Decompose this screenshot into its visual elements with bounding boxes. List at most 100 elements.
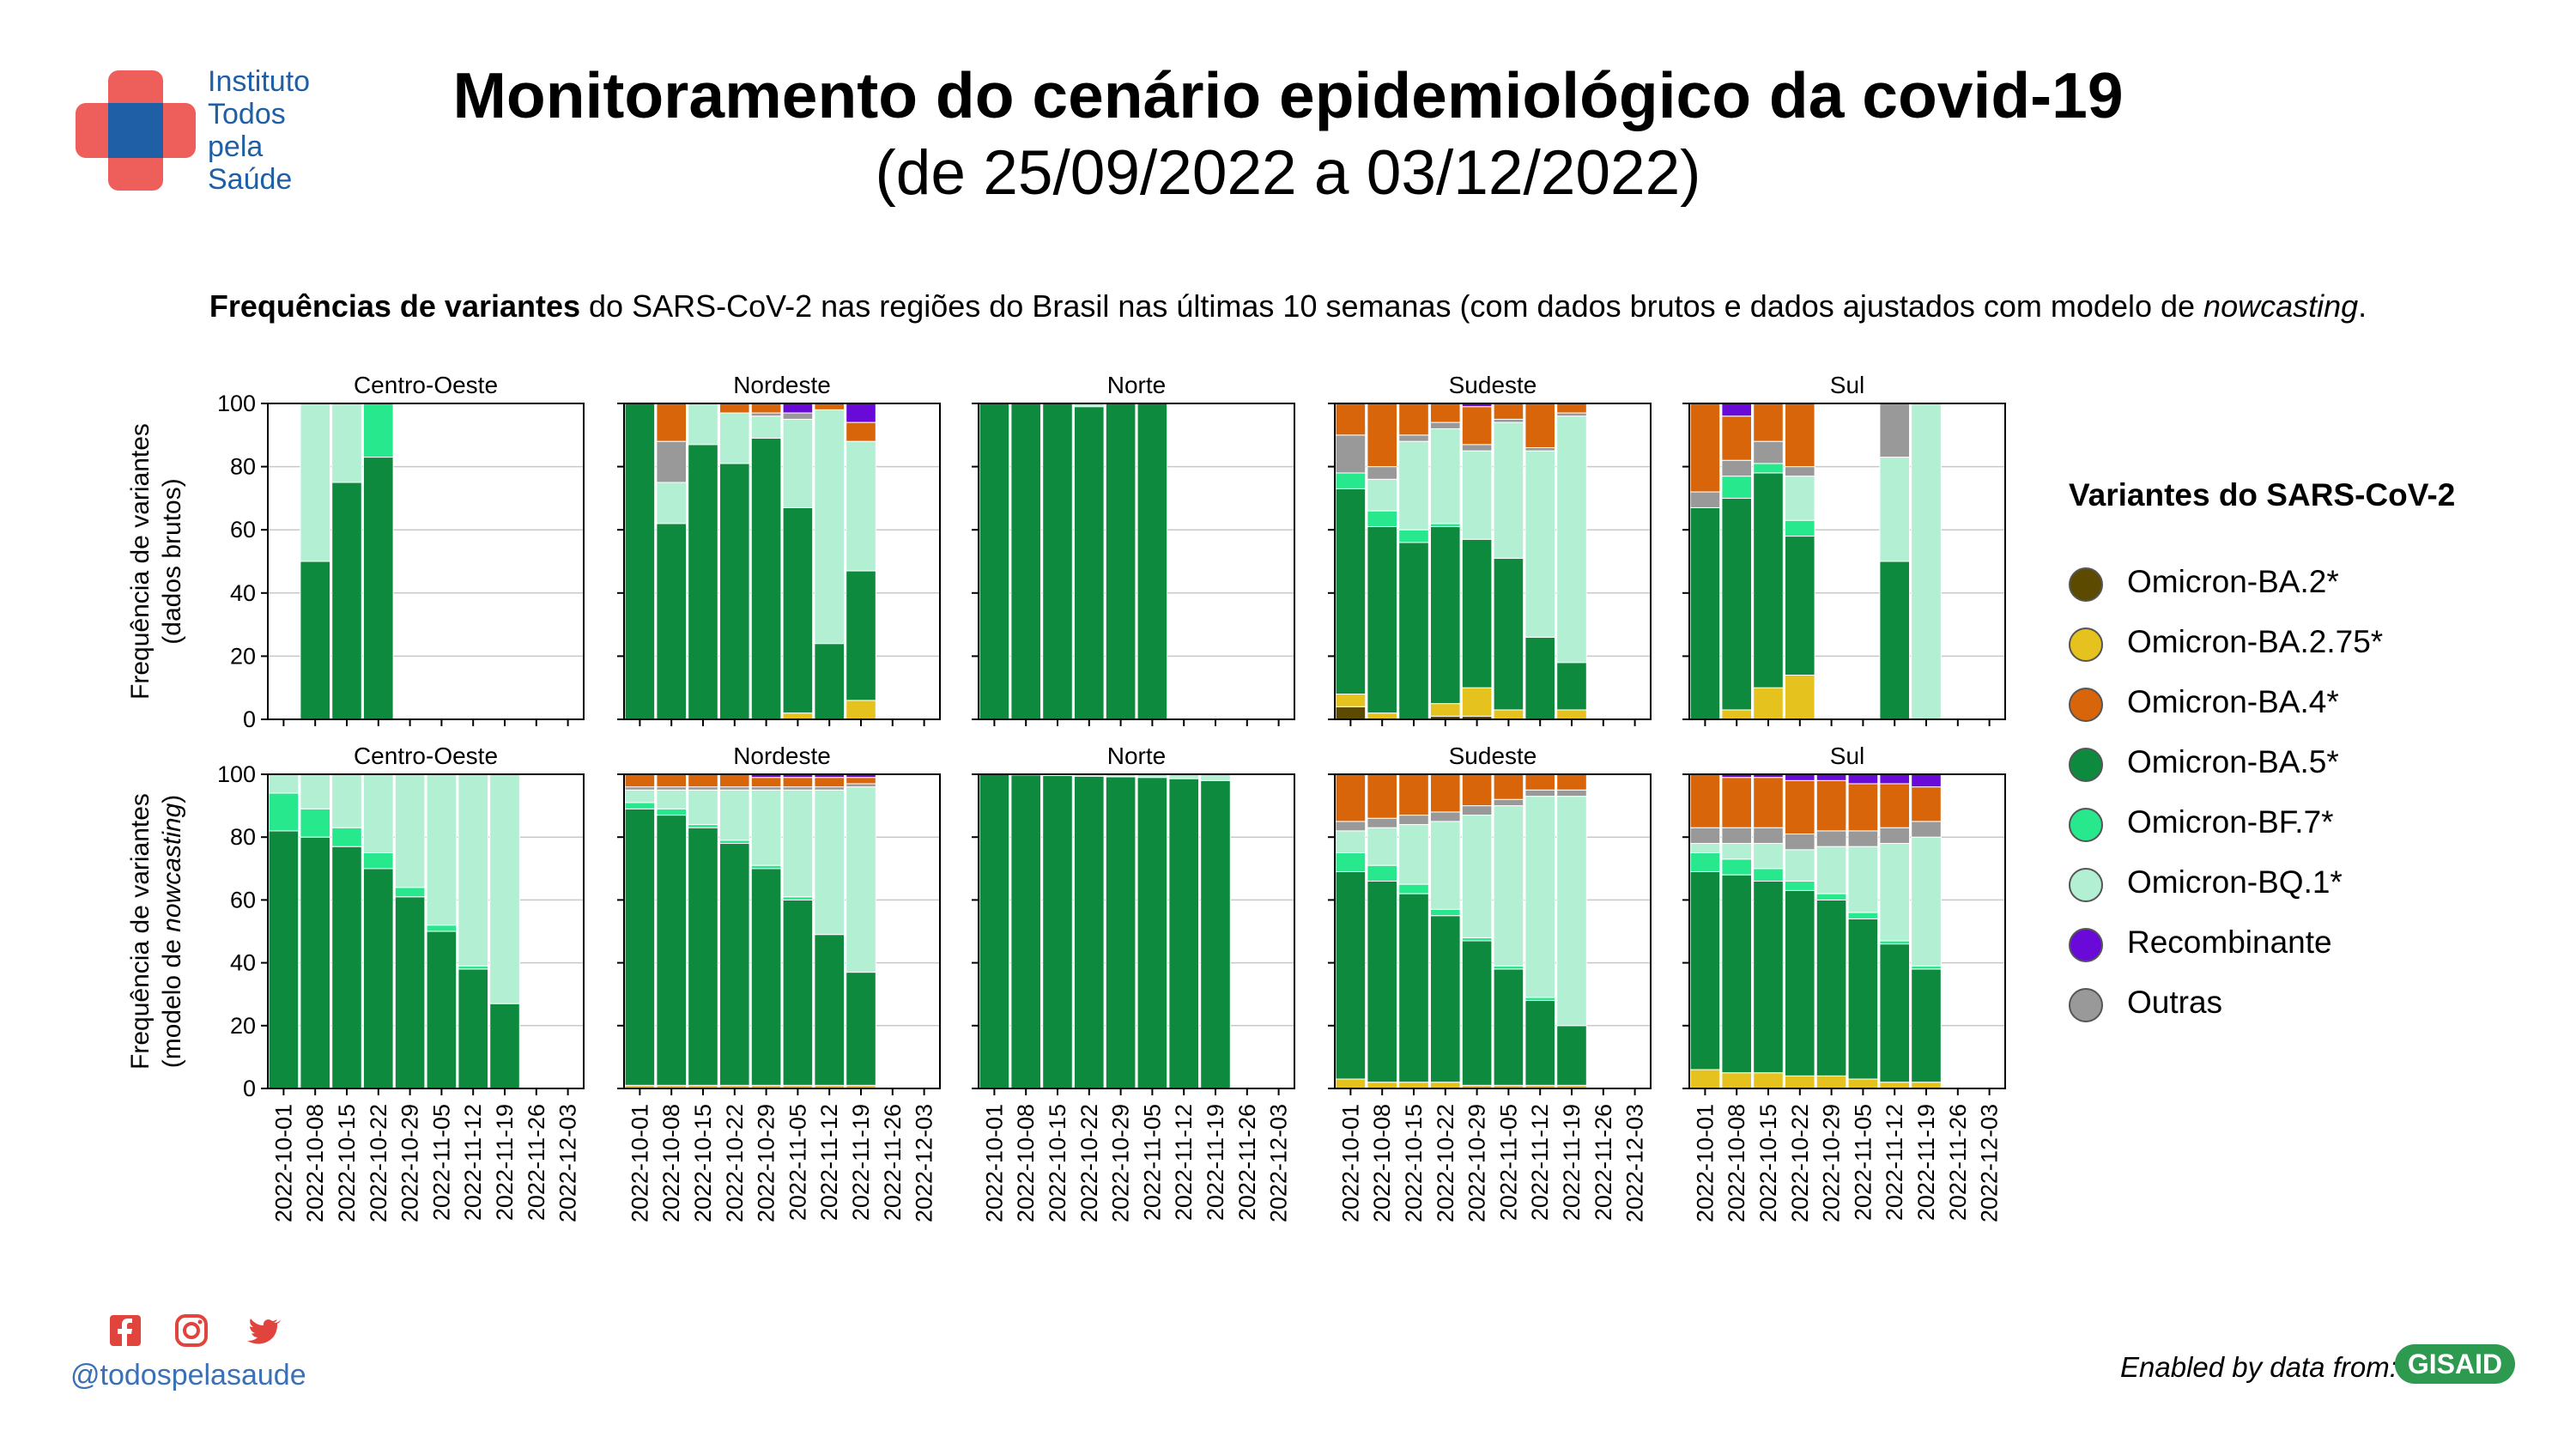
instagram-icon[interactable] xyxy=(175,1314,208,1347)
bar-segment xyxy=(1493,968,1524,1086)
bar-segment xyxy=(1911,786,1942,822)
bar-segment xyxy=(688,824,718,828)
bar-segment xyxy=(1753,1072,1784,1089)
bar-segment xyxy=(846,700,876,720)
x-tick-label: 2022-10-01 xyxy=(981,1104,1007,1222)
x-tick-label: 2022-10-29 xyxy=(1819,1104,1845,1222)
x-tick-label: 2022-11-05 xyxy=(1850,1104,1876,1221)
bar-segment xyxy=(719,789,750,841)
bar-segment xyxy=(1335,694,1367,707)
bar-segment xyxy=(1524,796,1555,998)
bar-segment xyxy=(1721,1072,1752,1089)
bar-segment xyxy=(624,802,656,809)
bar-segment xyxy=(1524,447,1555,452)
y-tick-label: 100 xyxy=(217,391,256,416)
legend-label: Omicron-BF.7* xyxy=(2127,804,2334,840)
bar-segment xyxy=(1136,403,1168,720)
bar-segment xyxy=(814,789,845,936)
bar-segment xyxy=(1785,880,1815,891)
social-handle[interactable]: @todospelasaude xyxy=(70,1359,306,1391)
bar-segment xyxy=(1785,779,1815,835)
bar-segment xyxy=(719,840,750,845)
bar-segment xyxy=(1785,536,1815,676)
bar-segment xyxy=(1753,403,1784,442)
bar-segment xyxy=(814,409,845,645)
bar-segment xyxy=(394,773,426,888)
bar-segment xyxy=(1493,709,1524,720)
bar-segment xyxy=(268,792,300,832)
bar-segment xyxy=(750,786,782,791)
facebook-icon[interactable] xyxy=(110,1315,141,1346)
bar-segment xyxy=(1556,1025,1587,1086)
bar-segment xyxy=(300,561,330,720)
bar-segment xyxy=(1168,778,1199,1089)
legend-label: Outras xyxy=(2127,985,2223,1020)
x-tick-label: 2022-11-26 xyxy=(1945,1104,1971,1221)
x-tick-label: 2022-10-22 xyxy=(1076,1104,1102,1222)
bar-segment xyxy=(1879,457,1910,562)
bar-segment xyxy=(814,643,845,720)
bar-segment xyxy=(719,786,750,791)
bar-segment xyxy=(1398,773,1429,816)
bar-segment xyxy=(1911,1082,1942,1089)
bar-segment xyxy=(624,808,656,1086)
bar-segment xyxy=(1200,779,1231,1089)
bar-segment xyxy=(1879,1082,1910,1089)
bar-segment xyxy=(1721,843,1752,860)
x-tick-label: 2022-10-08 xyxy=(1013,1104,1039,1222)
x-tick-label: 2022-11-12 xyxy=(1882,1104,1907,1221)
x-tick-label: 2022-10-15 xyxy=(1045,1104,1070,1222)
bar-segment xyxy=(1785,1075,1815,1089)
bar-segment xyxy=(1689,773,1721,828)
bar-segment xyxy=(1367,827,1397,866)
bar-segment xyxy=(1461,937,1493,942)
bar-segment xyxy=(1785,834,1815,851)
panel-frame xyxy=(1688,773,2006,1089)
bar-segment xyxy=(1430,421,1461,429)
bar-segment xyxy=(1911,773,1942,788)
x-tick-label: 2022-11-26 xyxy=(524,1104,549,1221)
legend-label: Omicron-BA.5* xyxy=(2127,744,2339,779)
bar-segment xyxy=(1753,463,1784,474)
y-tick-label: 0 xyxy=(243,1076,256,1101)
x-tick-label: 2022-10-01 xyxy=(627,1104,652,1222)
bar-segment xyxy=(1367,526,1397,714)
legend-label: Omicron-BA.4* xyxy=(2127,684,2339,719)
bar-segment xyxy=(782,412,814,420)
bar-segment xyxy=(1689,403,1721,493)
bar-segment xyxy=(1556,403,1587,414)
bar-segment xyxy=(1430,915,1461,1083)
x-tick-label: 2022-10-08 xyxy=(1724,1104,1749,1222)
bar-segment xyxy=(1461,940,1493,1086)
bar-segment xyxy=(1398,529,1429,543)
x-tick-label: 2022-10-01 xyxy=(270,1104,296,1222)
bar-segment xyxy=(1753,827,1784,845)
bar-segment xyxy=(1879,403,1910,458)
y-tick-label: 80 xyxy=(230,454,256,480)
bar-segment xyxy=(1556,796,1587,1027)
bar-segment xyxy=(1398,1082,1429,1089)
bar-segment xyxy=(1815,830,1847,847)
bar-segment xyxy=(331,773,362,828)
bar-segment xyxy=(1105,776,1136,1089)
bar-segment xyxy=(1879,783,1910,828)
bar-segment xyxy=(489,1003,520,1089)
bar-segment xyxy=(1556,415,1587,664)
y-tick-label: 40 xyxy=(230,950,256,976)
bar-segment xyxy=(426,931,458,1089)
panel-frame xyxy=(1688,403,2006,720)
bar-segment xyxy=(1753,687,1784,720)
bar-segment xyxy=(656,440,687,483)
bar-segment xyxy=(1815,893,1847,900)
bar-segment xyxy=(846,403,876,423)
x-tick-label: 2022-11-26 xyxy=(1234,1104,1260,1221)
twitter-icon[interactable] xyxy=(247,1319,281,1344)
bar-segment xyxy=(1042,774,1073,1089)
x-tick-label: 2022-10-22 xyxy=(722,1104,748,1222)
bar-segment xyxy=(846,777,876,785)
bar-segment xyxy=(426,925,458,932)
bar-segment xyxy=(1689,843,1721,854)
bar-segment xyxy=(1493,965,1524,970)
bar-segment xyxy=(1721,476,1752,499)
bar-segment xyxy=(719,463,750,720)
